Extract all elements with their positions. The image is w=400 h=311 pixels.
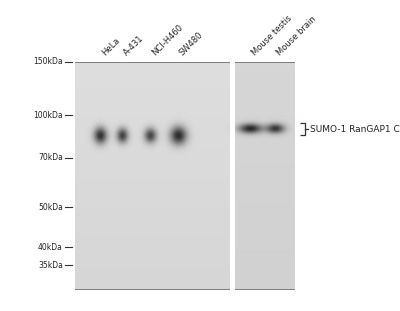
Text: 70kDa: 70kDa xyxy=(38,154,63,163)
Text: 150kDa: 150kDa xyxy=(33,58,63,67)
Text: SW480: SW480 xyxy=(178,30,205,57)
Text: Mouse testis: Mouse testis xyxy=(250,13,294,57)
Text: 35kDa: 35kDa xyxy=(38,261,63,270)
Text: 40kDa: 40kDa xyxy=(38,243,63,252)
Text: 100kDa: 100kDa xyxy=(33,110,63,119)
Text: HeLa: HeLa xyxy=(100,35,122,57)
Text: Mouse brain: Mouse brain xyxy=(275,14,318,57)
Text: NCI-H460: NCI-H460 xyxy=(150,22,185,57)
Text: SUMO-1 RanGAP1 Complex: SUMO-1 RanGAP1 Complex xyxy=(310,124,400,133)
Text: 50kDa: 50kDa xyxy=(38,202,63,211)
Text: A-431: A-431 xyxy=(122,33,146,57)
